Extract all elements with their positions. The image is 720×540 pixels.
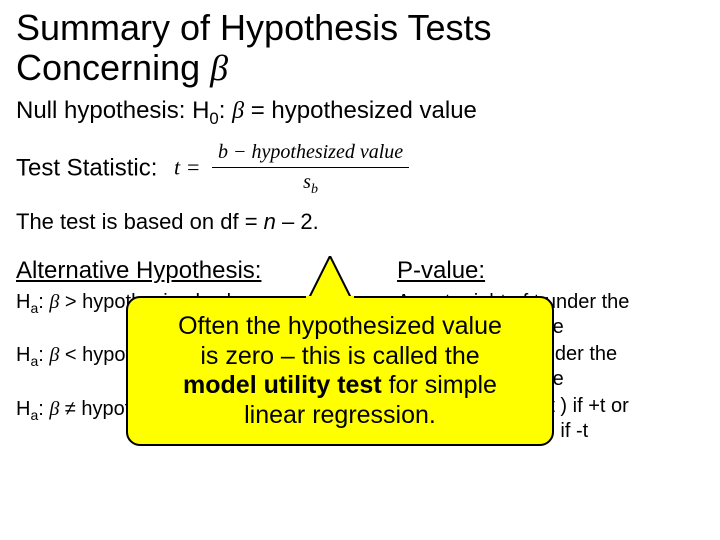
alt1-beta: β <box>49 291 59 313</box>
alt2-beta: β <box>49 344 59 366</box>
slide: Summary of Hypothesis Tests Concerning β… <box>0 0 720 540</box>
num-text: b − hypothesized value <box>218 141 403 163</box>
null-label: Null hypothesis: H <box>16 97 209 124</box>
null-after: : <box>219 97 232 124</box>
test-stat-formula: t = b − hypothesized value sb <box>174 140 409 199</box>
null-rest: = hypothesized value <box>244 97 477 124</box>
t-eq: t = <box>174 154 200 179</box>
callout-l3-post: for simple <box>382 371 497 399</box>
numerator: b − hypothesized value <box>212 140 409 168</box>
pval-header: P-value: <box>397 256 704 286</box>
denominator: sb <box>212 168 409 199</box>
null-hypothesis-line: Null hypothesis: H0: β = hypothesized va… <box>16 96 704 130</box>
test-stat-label: Test Statistic: <box>16 155 157 182</box>
df-pre: The test is based on df = <box>16 209 264 234</box>
alt2-H: H <box>16 344 30 366</box>
title-beta: β <box>210 48 228 88</box>
den-text: s <box>303 171 311 193</box>
df-line: The test is based on df = n – 2. <box>16 208 704 236</box>
callout-box: Often the hypothesized value is zero – t… <box>126 296 554 446</box>
alt3-beta: β <box>49 398 59 420</box>
callout-l3-bold: model utility test <box>183 371 382 399</box>
spacer <box>16 240 704 250</box>
callout-l2: is zero – this is called the <box>200 342 479 370</box>
title-line1: Summary of Hypothesis Tests <box>16 7 492 48</box>
title-line2-pre: Concerning <box>16 47 210 88</box>
slide-title: Summary of Hypothesis Tests Concerning β <box>16 8 704 88</box>
alt3-colon: : <box>38 398 49 420</box>
alt3-H: H <box>16 398 30 420</box>
callout-l1: Often the hypothesized value <box>178 312 502 340</box>
den-sub: b <box>311 182 318 197</box>
callout-tail-icon <box>300 256 360 302</box>
fraction: b − hypothesized value sb <box>212 140 409 199</box>
null-beta: β <box>232 98 244 124</box>
callout-l4: linear regression. <box>244 401 436 429</box>
df-n: n <box>264 209 276 234</box>
alt1-H: H <box>16 291 30 313</box>
alt2-colon: : <box>38 344 49 366</box>
alt1-colon: : <box>38 291 49 313</box>
test-statistic-line: Test Statistic: t = b − hypothesized val… <box>16 140 704 199</box>
df-post: – 2. <box>276 209 319 234</box>
null-sub: 0 <box>209 109 218 128</box>
